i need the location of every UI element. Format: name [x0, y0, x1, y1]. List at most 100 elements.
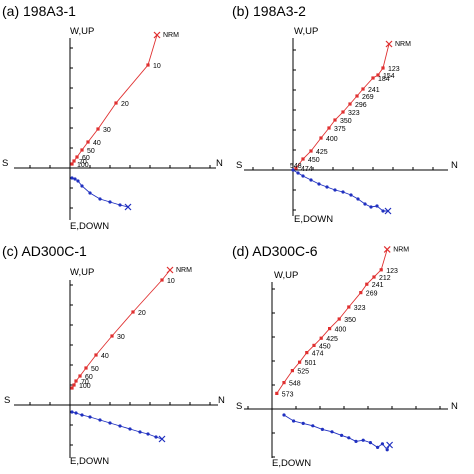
- panel-b-horizontal-point: [317, 182, 321, 186]
- panel-b-vertical-point: [341, 110, 345, 114]
- panel-b-vertical-point: [355, 94, 359, 98]
- panel-c-vertical-start-marker: [166, 266, 174, 274]
- panel-d-horizontal-point: [361, 438, 365, 442]
- panel-a-point-label: 30: [103, 127, 111, 134]
- panel-c-horizontal-point: [146, 432, 150, 436]
- panel-a-vertical-point: [72, 159, 76, 163]
- panel-b-left-label: S: [236, 160, 242, 171]
- panel-b-vertical-point: [376, 73, 380, 77]
- panel-b-horizontal-point: [341, 190, 345, 194]
- panel-c-vertical-point: [131, 310, 135, 314]
- panel-d-vertical-point: [312, 343, 316, 347]
- panel-d-vertical-point: [379, 268, 383, 272]
- panel-c-point-label: 20: [138, 310, 146, 317]
- panel-a-left-label: S: [2, 158, 8, 169]
- panel-a-horizontal-point: [76, 179, 80, 183]
- panel-a-axes: [14, 38, 216, 220]
- panel-c-vertical-line: [71, 269, 171, 389]
- panel-d-vertical-point: [298, 360, 302, 364]
- panel-b-vertical-point: [294, 166, 298, 170]
- panel-a-vertical-point: [114, 101, 118, 105]
- panel-d-point-label: 323: [354, 305, 366, 312]
- panel-c-horizontal-point: [154, 435, 158, 439]
- panel-b-point-label: 296: [355, 102, 367, 109]
- panel-b-point-label: NRM: [395, 41, 411, 48]
- panel-b-axes: [244, 38, 448, 216]
- panel-c-right-label: N: [218, 395, 225, 406]
- panel-b-vertical-point: [301, 157, 305, 161]
- panel-a-right-label: N: [216, 158, 223, 169]
- panel-b-vertical-point: [361, 87, 365, 91]
- panel-a-vertical-point: [70, 162, 74, 166]
- panel-b-point-label: 474: [301, 166, 313, 173]
- panel-a-point-label: NRM: [163, 32, 179, 39]
- panel-d-up-label: W,UP: [274, 270, 298, 281]
- panel-b-vertical-point: [348, 102, 352, 106]
- panel-d-right-label: N: [451, 401, 458, 412]
- panel-c-point-label: 100: [79, 383, 91, 390]
- panel-d-horizontal-point: [376, 445, 380, 449]
- panel-b-horizontal-point: [291, 168, 295, 172]
- panel-b-title: (b) 198A3-2: [232, 3, 306, 19]
- panel-d-point-label: 400: [335, 327, 347, 334]
- panel-d-vertical-start-marker: [383, 245, 391, 253]
- panel-a-horizontal-point: [98, 197, 102, 201]
- panel-a-point-label: 100: [77, 162, 89, 169]
- panel-b-point-label: 154: [383, 73, 395, 80]
- panel-a-up-label: W,UP: [70, 26, 94, 37]
- panel-b-point-label: 425: [316, 149, 328, 156]
- panel-b-right-label: N: [451, 160, 458, 171]
- panel-d-horizontal-point: [292, 419, 296, 423]
- panel-d-vertical-point: [337, 317, 341, 321]
- panel-d-horizontal-line: [283, 414, 391, 451]
- panel-d-point-label: 269: [366, 291, 378, 298]
- panel-b-horizontal-line: [292, 169, 388, 212]
- panel-a-vertical-point: [96, 127, 100, 131]
- panel-b-vertical-start-marker: [385, 40, 393, 48]
- panel-b-vertical-point: [327, 126, 331, 130]
- panel-b-point-label: 400: [326, 136, 338, 143]
- panel-b-vertical-point: [319, 136, 323, 140]
- panel-b-horizontal-point: [356, 197, 360, 201]
- panel-d-horizontal-point: [340, 433, 344, 437]
- panel-c-vertical-point: [94, 353, 98, 357]
- panel-a-point-label: 70: [79, 159, 87, 166]
- panel-c-point-label: 50: [91, 366, 99, 373]
- panel-b-horizontal-point: [301, 174, 305, 178]
- panel-c-vertical-point: [110, 334, 114, 338]
- panel-c-point-label: 40: [101, 353, 109, 360]
- panel-c-horizontal-point: [98, 418, 102, 422]
- panel-c-horizontal-end-marker: [158, 435, 166, 443]
- panel-d-point-label: 350: [344, 317, 356, 324]
- panel-c-vertical-point: [160, 278, 164, 282]
- panel-d-axes: [244, 282, 448, 458]
- panel-d-vertical-point: [359, 291, 363, 295]
- panel-c-title: (c) AD300C-1: [2, 243, 87, 259]
- panel-b-vertical-point: [371, 76, 375, 80]
- panel-a-horizontal-point: [73, 177, 77, 181]
- panel-a-point-label: 50: [87, 148, 95, 155]
- panel-c-point-label: 10: [167, 278, 175, 285]
- panel-d-vertical-point: [365, 282, 369, 286]
- panel-a-point-label: 20: [121, 101, 129, 108]
- panel-d-vertical-point: [347, 305, 351, 309]
- panel-b-point-label: 350: [340, 118, 352, 125]
- panel-d-point-label: 501: [305, 360, 317, 367]
- panel-c-axes: [14, 280, 218, 458]
- panel-b-horizontal-point: [363, 202, 367, 206]
- panel-a-down-label: E,DOWN: [70, 221, 109, 232]
- panel-c-point-label: NRM: [176, 267, 192, 274]
- panel-d-horizontal-point: [347, 436, 351, 440]
- panel-b-down-label: E,DOWN: [294, 214, 333, 225]
- panel-b-horizontal-point: [381, 209, 385, 213]
- panel-a: (a) 198A3-1 W,UP E,DOWN S N NRM 10 20 30405…: [2, 3, 223, 232]
- panel-b-point-label: 548: [290, 163, 302, 170]
- panel-c-horizontal-point: [128, 427, 132, 431]
- panel-c-horizontal-point: [80, 413, 84, 417]
- panel-b-point-label: 323: [348, 110, 360, 117]
- panel-c-vertical-point: [70, 386, 74, 390]
- panel-d-horizontal-end-marker: [386, 441, 394, 449]
- panel-c-vertical-point: [78, 374, 82, 378]
